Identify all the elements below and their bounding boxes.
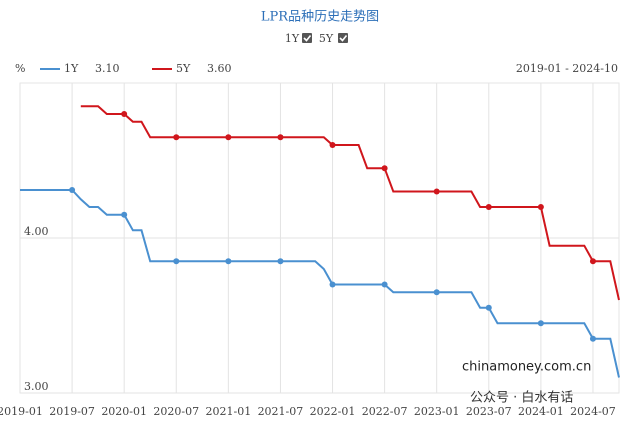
x-tick-label: 2022-07 [362, 405, 408, 418]
y-tick-label: 3.00 [24, 380, 49, 393]
point [589, 335, 596, 342]
checkbox[interactable] [338, 33, 348, 43]
y-unit: % [15, 62, 25, 75]
toggle-label: 1Y [285, 32, 300, 45]
watermark: 公众号 · 白水有话 [470, 390, 573, 406]
series-line [80, 105, 620, 301]
point [277, 258, 284, 265]
point [173, 258, 180, 265]
toggle-label: 5Y [319, 32, 334, 45]
point [121, 111, 128, 117]
x-tick-label: 2019-07 [49, 405, 95, 418]
point [329, 281, 336, 288]
legend-value: 3.10 [95, 62, 120, 75]
point [537, 204, 544, 210]
point [433, 289, 440, 296]
point [225, 258, 232, 265]
legend-label: 5Y [176, 62, 191, 75]
point [537, 320, 544, 327]
point [225, 134, 232, 141]
point [589, 258, 596, 265]
x-tick-label: 2019-01 [0, 405, 43, 418]
point [485, 204, 492, 210]
point [173, 134, 180, 141]
point [381, 165, 388, 172]
x-tick-label: 2021-01 [205, 405, 251, 418]
date-range: 2019-01 - 2024-10 [516, 62, 618, 75]
x-tick-label: 2023-01 [414, 405, 460, 418]
x-tick-label: 2024-01 [518, 405, 564, 418]
y-tick-label: 4.00 [24, 225, 49, 238]
point [277, 134, 284, 141]
series-line [20, 189, 620, 378]
watermark: chinamoney.com.cn [462, 360, 591, 375]
checkbox[interactable] [302, 33, 312, 43]
legend-label: 1Y [64, 62, 79, 75]
point [69, 186, 76, 193]
x-tick-label: 2023-07 [466, 405, 512, 418]
point [485, 304, 492, 311]
point [433, 188, 440, 195]
x-tick-label: 2022-01 [310, 405, 356, 418]
point [121, 211, 128, 218]
point [381, 281, 388, 288]
chart-title: LPR品种历史走势图 [261, 9, 379, 25]
x-tick-label: 2021-07 [258, 405, 304, 418]
x-tick-label: 2020-07 [153, 405, 199, 418]
x-tick-label: 2020-01 [101, 405, 147, 418]
legend-value: 3.60 [207, 62, 232, 75]
x-tick-label: 2024-07 [570, 405, 616, 418]
point [329, 142, 336, 148]
